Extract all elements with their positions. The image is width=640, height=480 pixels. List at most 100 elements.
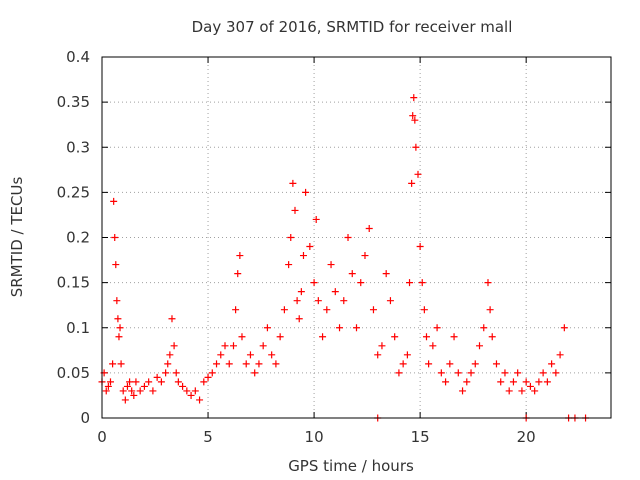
data-point [442, 378, 450, 386]
data-point [399, 360, 407, 368]
data-point [526, 382, 534, 390]
data-point [348, 270, 356, 278]
data-point [263, 324, 271, 332]
data-point [153, 373, 161, 381]
data-point [488, 333, 496, 341]
data-point [369, 306, 377, 314]
data-point [509, 378, 517, 386]
data-point [518, 387, 526, 395]
data-point [242, 360, 250, 368]
y-tick-label: 0.35 [57, 93, 90, 111]
y-tick-label: 0 [80, 409, 90, 427]
data-point [406, 279, 414, 287]
data-point [480, 324, 488, 332]
data-point [106, 378, 114, 386]
data-point [505, 387, 513, 395]
data-point [293, 297, 301, 305]
data-point [280, 306, 288, 314]
data-point [543, 378, 551, 386]
data-point [548, 360, 556, 368]
data-point [109, 360, 117, 368]
data-point [213, 360, 221, 368]
data-point [353, 324, 360, 332]
data-point [446, 360, 454, 368]
data-point [306, 243, 314, 251]
data-point [297, 288, 305, 296]
data-point [295, 315, 303, 323]
data-point [319, 333, 327, 341]
data-point [437, 369, 445, 377]
plot-frame [101, 56, 612, 419]
data-point [183, 387, 191, 395]
data-point [229, 342, 237, 350]
data-point [119, 387, 127, 395]
data-point [225, 360, 233, 368]
data-point [539, 369, 547, 377]
data-point [497, 378, 505, 386]
data-point [200, 378, 208, 386]
data-point [204, 373, 212, 381]
data-point [268, 351, 276, 359]
y-tick-label: 0.25 [57, 183, 90, 201]
data-point [259, 342, 267, 350]
data-point [361, 252, 369, 260]
data-point [140, 382, 148, 390]
data-point [130, 391, 138, 399]
data-point [162, 369, 170, 377]
data-point [340, 297, 348, 305]
data-point [314, 297, 322, 305]
data-point [420, 306, 428, 314]
data-point [251, 369, 259, 377]
chart-title: Day 307 of 2016, SRMTID for receiver mal… [192, 18, 513, 36]
data-point [433, 324, 441, 332]
data-point [238, 333, 246, 341]
data-point [116, 324, 124, 332]
data-point [136, 387, 144, 395]
data-point [145, 378, 153, 386]
data-point [312, 215, 320, 223]
x-axis-label: GPS time / hours [288, 457, 414, 475]
data-point [336, 324, 344, 332]
data-points [98, 94, 590, 422]
data-point [514, 369, 522, 377]
data-point [378, 342, 386, 350]
data-point [484, 279, 492, 287]
grid [102, 57, 611, 418]
data-point [414, 170, 422, 178]
data-point [522, 378, 530, 386]
data-point [556, 351, 564, 359]
data-point [291, 206, 299, 214]
data-point [374, 351, 382, 359]
data-point [403, 351, 411, 359]
data-point [191, 387, 199, 395]
data-point [208, 369, 216, 377]
data-point [552, 369, 560, 377]
x-tick-label: 5 [203, 428, 213, 446]
data-point [115, 333, 123, 341]
data-point [157, 378, 165, 386]
data-point [217, 351, 225, 359]
data-point [386, 297, 394, 305]
data-point [412, 143, 420, 151]
data-point [382, 270, 390, 278]
y-axis-label: SRMTID / TECUs [8, 177, 26, 298]
data-point [344, 234, 352, 241]
data-point [327, 261, 335, 269]
data-point [476, 342, 484, 350]
x-tick-label: 20 [517, 428, 536, 446]
data-point [416, 243, 424, 251]
data-point [121, 396, 129, 404]
data-point [104, 382, 112, 390]
data-point [246, 351, 254, 359]
data-point [357, 279, 365, 287]
y-tick-label: 0.05 [57, 364, 90, 382]
data-point [170, 342, 178, 350]
data-point [450, 333, 458, 341]
data-point [166, 351, 174, 359]
data-point [132, 378, 140, 386]
data-point [331, 288, 339, 296]
data-point [117, 360, 125, 368]
data-point [299, 252, 307, 260]
data-point [174, 378, 182, 386]
